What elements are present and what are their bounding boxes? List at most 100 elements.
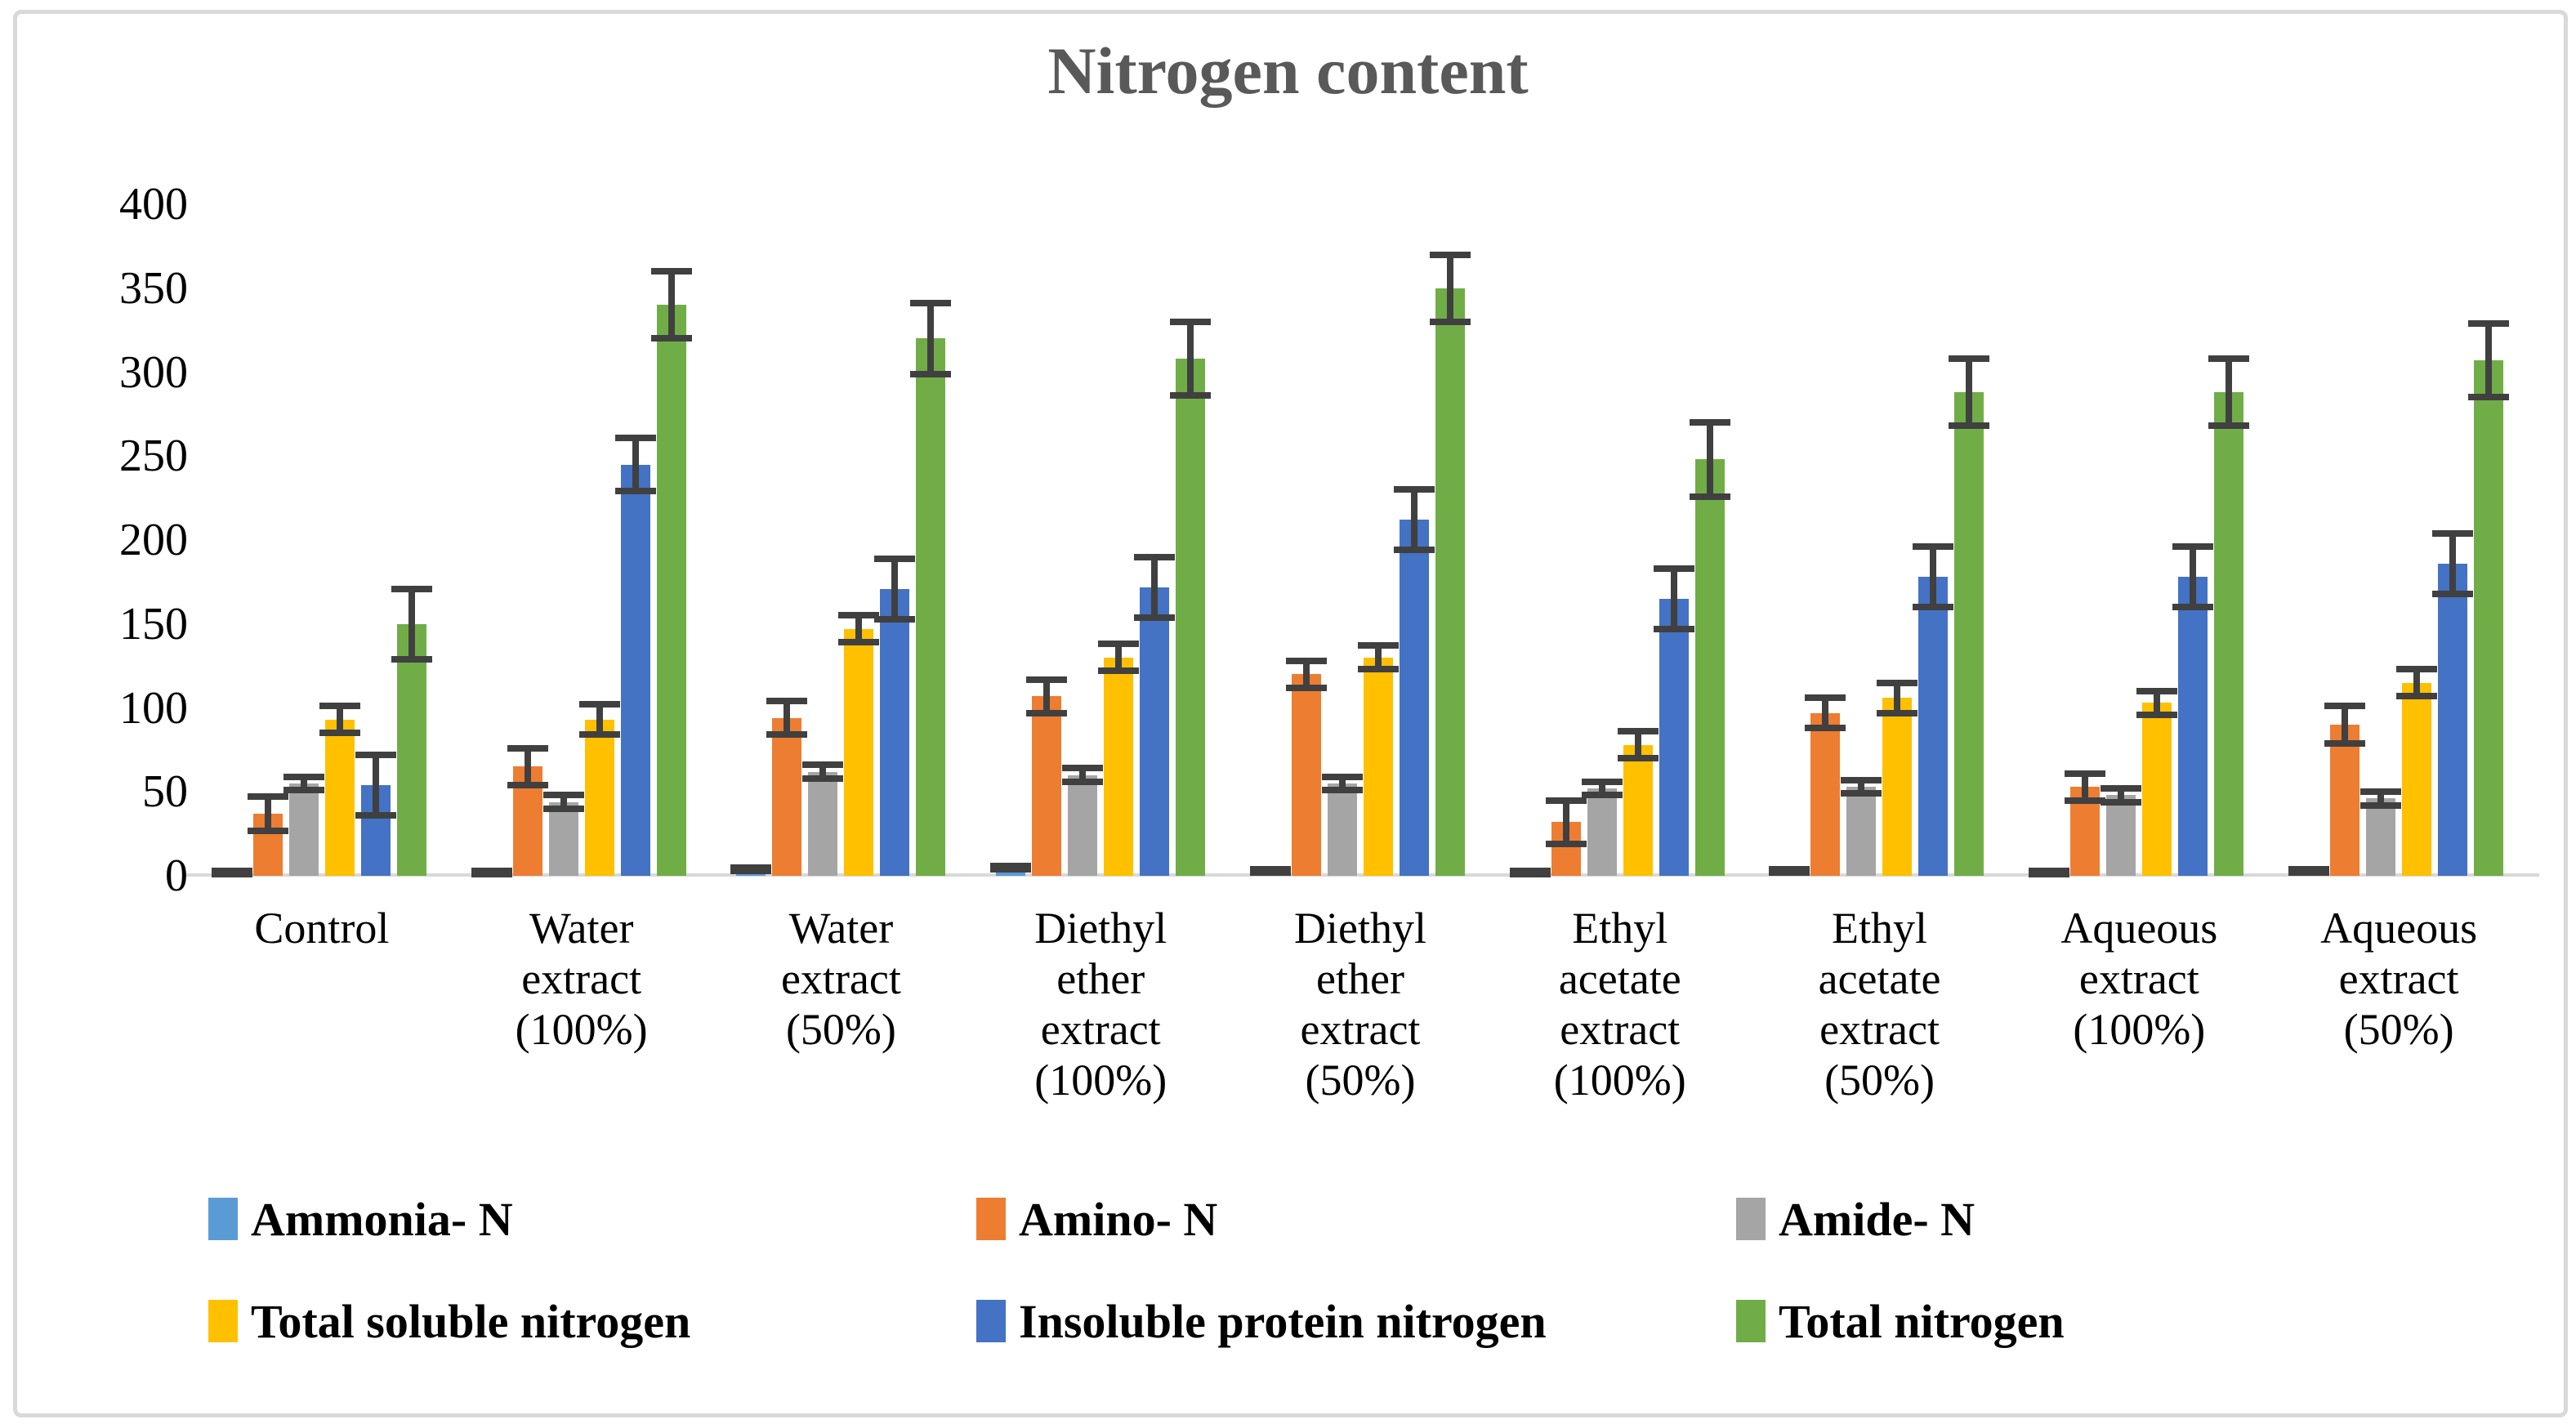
error-bar-cap-bottom bbox=[1098, 667, 1140, 675]
bar-slot bbox=[319, 204, 360, 876]
error-bar-cap-bottom bbox=[2029, 870, 2070, 877]
error-bar-line bbox=[336, 706, 343, 734]
error-bar-cap-top bbox=[2029, 867, 2070, 874]
bar-slot bbox=[1429, 204, 1471, 876]
bar-slot bbox=[2288, 204, 2329, 876]
error-bar-line bbox=[1410, 489, 1417, 551]
error-bar-cap-bottom bbox=[802, 774, 844, 782]
bar bbox=[2402, 682, 2431, 876]
error-bar-cap-top bbox=[355, 752, 396, 759]
legend-item: Amide- N bbox=[1736, 1185, 1975, 1253]
error-bar-line bbox=[1079, 768, 1087, 782]
error-bar-line bbox=[819, 765, 827, 779]
error-bar-cap-bottom bbox=[1805, 725, 1846, 732]
bar-slot bbox=[1249, 204, 1291, 876]
bar-group-3 bbox=[712, 204, 971, 876]
bar-slot bbox=[1769, 204, 1810, 876]
bar bbox=[1882, 698, 1913, 876]
x-category-label: Aqueous extract (100%) bbox=[2060, 904, 2218, 1054]
error-bar-line bbox=[264, 797, 271, 831]
error-bar-line bbox=[2118, 788, 2125, 802]
bar bbox=[880, 588, 910, 876]
legend-item: Total soluble nitrogen bbox=[208, 1287, 690, 1355]
error-bar-line bbox=[1043, 679, 1051, 713]
bar-slot bbox=[2172, 204, 2214, 876]
bar-slot bbox=[614, 204, 656, 876]
error-bar-cap-top bbox=[874, 555, 916, 562]
bar-slot bbox=[1913, 204, 1954, 876]
error-bar-cap-top bbox=[1285, 657, 1327, 664]
bar-slot bbox=[1393, 204, 1435, 876]
bar-slot bbox=[1841, 204, 1882, 876]
error-bar-cap-top bbox=[650, 268, 692, 275]
error-bar-cap-bottom bbox=[2360, 801, 2401, 809]
error-bar-cap-bottom bbox=[2396, 693, 2437, 700]
bar-slot bbox=[211, 204, 252, 877]
bar bbox=[2214, 392, 2244, 876]
bar bbox=[1327, 783, 1357, 876]
error-bar-line bbox=[560, 795, 567, 809]
bar bbox=[2474, 360, 2503, 876]
error-bar-cap-bottom bbox=[1877, 709, 1918, 716]
error-bar-cap-top bbox=[910, 300, 952, 307]
error-bar-cap-top bbox=[471, 867, 512, 874]
bar bbox=[1694, 459, 1725, 876]
legend-item: Total nitrogen bbox=[1736, 1287, 2065, 1355]
error-bar-line bbox=[2413, 669, 2420, 697]
error-bar-cap-bottom bbox=[1393, 547, 1435, 554]
legend-label: Ammonia- N bbox=[251, 1192, 513, 1246]
error-bar-cap-top bbox=[1581, 778, 1623, 785]
bar bbox=[1291, 674, 1321, 876]
error-bar-cap-top bbox=[1429, 251, 1471, 258]
error-bar-cap-bottom bbox=[2324, 739, 2365, 747]
error-bar-line bbox=[408, 588, 415, 659]
chart-title: Nitrogen content bbox=[1047, 33, 1529, 108]
error-bar-cap-bottom bbox=[2468, 394, 2509, 401]
x-category-label: Control bbox=[254, 904, 390, 953]
bar-group-9 bbox=[2269, 204, 2529, 876]
error-bar-cap-bottom bbox=[2136, 711, 2178, 718]
bar bbox=[288, 783, 319, 876]
error-bar-cap-bottom bbox=[1321, 787, 1363, 794]
error-bar-line bbox=[1966, 359, 1973, 426]
bar bbox=[2330, 725, 2359, 876]
error-bar-line bbox=[524, 748, 531, 786]
legend-swatch-icon bbox=[1736, 1198, 1766, 1240]
bar-slot bbox=[2432, 204, 2473, 876]
error-bar-cap-bottom bbox=[838, 639, 880, 646]
bar-slot bbox=[1581, 204, 1623, 876]
error-bar-cap-bottom bbox=[1357, 666, 1399, 673]
error-bar-cap-bottom bbox=[1841, 790, 1882, 797]
error-bar-cap-top bbox=[319, 703, 360, 710]
error-bar-line bbox=[300, 776, 307, 791]
bar bbox=[396, 623, 426, 876]
legend-swatch-icon bbox=[976, 1300, 1006, 1342]
error-bar-cap-bottom bbox=[650, 335, 692, 342]
error-bar-cap-top bbox=[1689, 419, 1730, 426]
error-bar-cap-bottom bbox=[1170, 392, 1212, 400]
error-bar-cap-bottom bbox=[2101, 798, 2142, 806]
error-bar-cap-top bbox=[2468, 319, 2509, 327]
bar-slot bbox=[1509, 204, 1551, 877]
error-bar-cap-top bbox=[614, 434, 656, 441]
error-bar-cap-top bbox=[1249, 865, 1291, 873]
error-bar-cap-top bbox=[730, 864, 772, 871]
y-tick-label: 400 bbox=[119, 179, 188, 230]
error-bar-cap-bottom bbox=[507, 782, 548, 789]
bar-group-6 bbox=[1490, 204, 1750, 877]
error-bar-cap-top bbox=[1545, 797, 1587, 804]
bar-slot bbox=[2360, 204, 2401, 876]
error-bar-line bbox=[1930, 547, 1937, 608]
error-bar-cap-top bbox=[507, 744, 548, 752]
error-bar-cap-top bbox=[2208, 355, 2250, 363]
error-bar-cap-bottom bbox=[247, 827, 288, 834]
x-category-label: Diethyl ether extract (100%) bbox=[1034, 904, 1167, 1105]
bar bbox=[1659, 598, 1689, 876]
error-bar-cap-bottom bbox=[542, 805, 584, 812]
bar bbox=[1104, 657, 1134, 876]
bar bbox=[324, 719, 355, 876]
error-bar-cap-bottom bbox=[1581, 792, 1623, 799]
error-bar-cap-bottom bbox=[1249, 868, 1291, 876]
error-bar-cap-top bbox=[2172, 543, 2214, 551]
